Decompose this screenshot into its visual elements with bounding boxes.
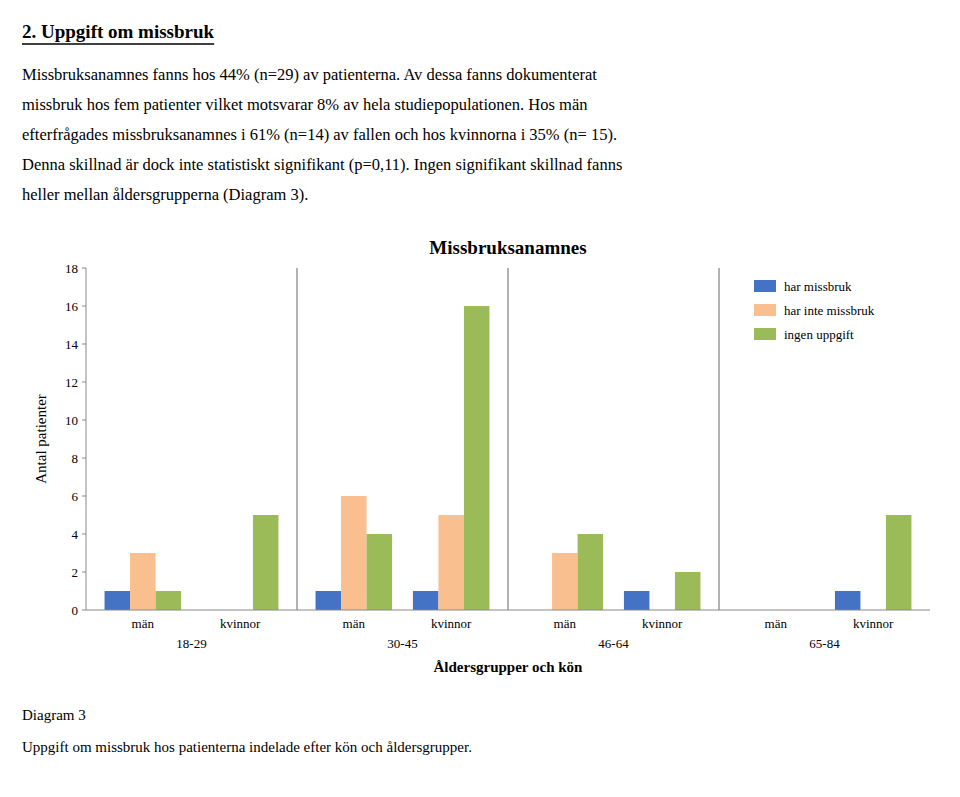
bar — [156, 591, 182, 610]
bar — [438, 515, 464, 610]
y-tick — [82, 572, 86, 573]
y-tick-label: 2 — [72, 565, 79, 580]
header-title: 2. Uppgift om missbruk — [22, 21, 215, 42]
group-label: 30-45 — [387, 636, 417, 651]
group-divider — [719, 268, 720, 610]
y-axis-label: Antal patienter — [33, 394, 49, 484]
diagram-label: Diagram 3 — [22, 707, 86, 723]
y-tick — [82, 382, 86, 383]
legend-entry: har inte missbruk — [784, 303, 875, 318]
group-divider — [297, 268, 298, 610]
bar — [130, 553, 156, 610]
bar — [367, 534, 393, 610]
header-line: missbruk hos fem patienter vilket motsva… — [22, 95, 587, 114]
bar — [552, 553, 578, 610]
x-tick-label: män — [343, 616, 366, 631]
x-tick-label: kvinnor — [220, 616, 261, 631]
x-tick-label: kvinnor — [853, 616, 894, 631]
bar — [341, 496, 367, 610]
bar — [886, 515, 912, 610]
x-tick-label: män — [554, 616, 577, 631]
y-tick-label: 16 — [65, 299, 79, 314]
chart-title: Missbruksanamnes — [429, 237, 586, 258]
bar — [316, 591, 342, 610]
bar — [835, 591, 861, 610]
legend-entry: har missbruk — [784, 279, 852, 294]
x-tick-label: kvinnor — [642, 616, 683, 631]
bar — [105, 591, 131, 610]
y-tick-label: 6 — [72, 489, 79, 504]
y-tick — [82, 610, 86, 611]
x-tick-label: kvinnor — [431, 616, 472, 631]
y-tick-label: 8 — [72, 451, 79, 466]
legend-entry: ingen uppgift — [784, 327, 854, 342]
y-tick-label: 12 — [65, 375, 78, 390]
bar — [464, 306, 490, 610]
x-axis-label: Åldersgrupper och kön — [434, 659, 584, 675]
y-tick-label: 18 — [65, 261, 78, 276]
group-label: 46-64 — [598, 636, 629, 651]
bar — [675, 572, 701, 610]
group-divider — [508, 268, 509, 610]
legend-swatch — [754, 304, 776, 316]
group-label: 18-29 — [176, 636, 206, 651]
y-tick-label: 4 — [72, 527, 79, 542]
legend: har missbruk har inte missbruk ingen uppgi… — [754, 279, 875, 342]
y-tick — [82, 458, 86, 459]
y-tick — [82, 534, 86, 535]
header-line: Denna skillnad är dock inte statistiskt … — [22, 155, 622, 174]
y-tick — [82, 420, 86, 421]
x-axis — [86, 610, 930, 611]
y-tick — [82, 306, 86, 307]
bar — [413, 591, 439, 610]
y-tick — [82, 496, 86, 497]
bar — [578, 534, 604, 610]
header-line: efterfrågades missbruksanamnes i 61% (n=… — [22, 125, 617, 144]
y-tick — [82, 268, 86, 269]
y-tick-label: 14 — [65, 337, 79, 352]
legend-swatch — [754, 280, 776, 292]
x-tick-label: män — [765, 616, 788, 631]
y-tick-label: 10 — [65, 413, 78, 428]
header-line: heller mellan åldersgrupperna (Diagram 3… — [22, 185, 308, 204]
y-tick — [82, 344, 86, 345]
diagram-caption: Uppgift om missbruk hos patienterna inde… — [22, 739, 472, 755]
bar — [253, 515, 279, 610]
group-label: 65-84 — [809, 636, 840, 651]
bar — [624, 591, 650, 610]
header-underline — [22, 43, 214, 45]
x-tick-label: män — [132, 616, 155, 631]
legend-swatch — [754, 328, 776, 340]
header-line: Missbruksanamnes fanns hos 44% (n=29) av… — [22, 65, 597, 84]
y-axis — [86, 268, 87, 610]
y-tick-label: 0 — [72, 603, 79, 618]
